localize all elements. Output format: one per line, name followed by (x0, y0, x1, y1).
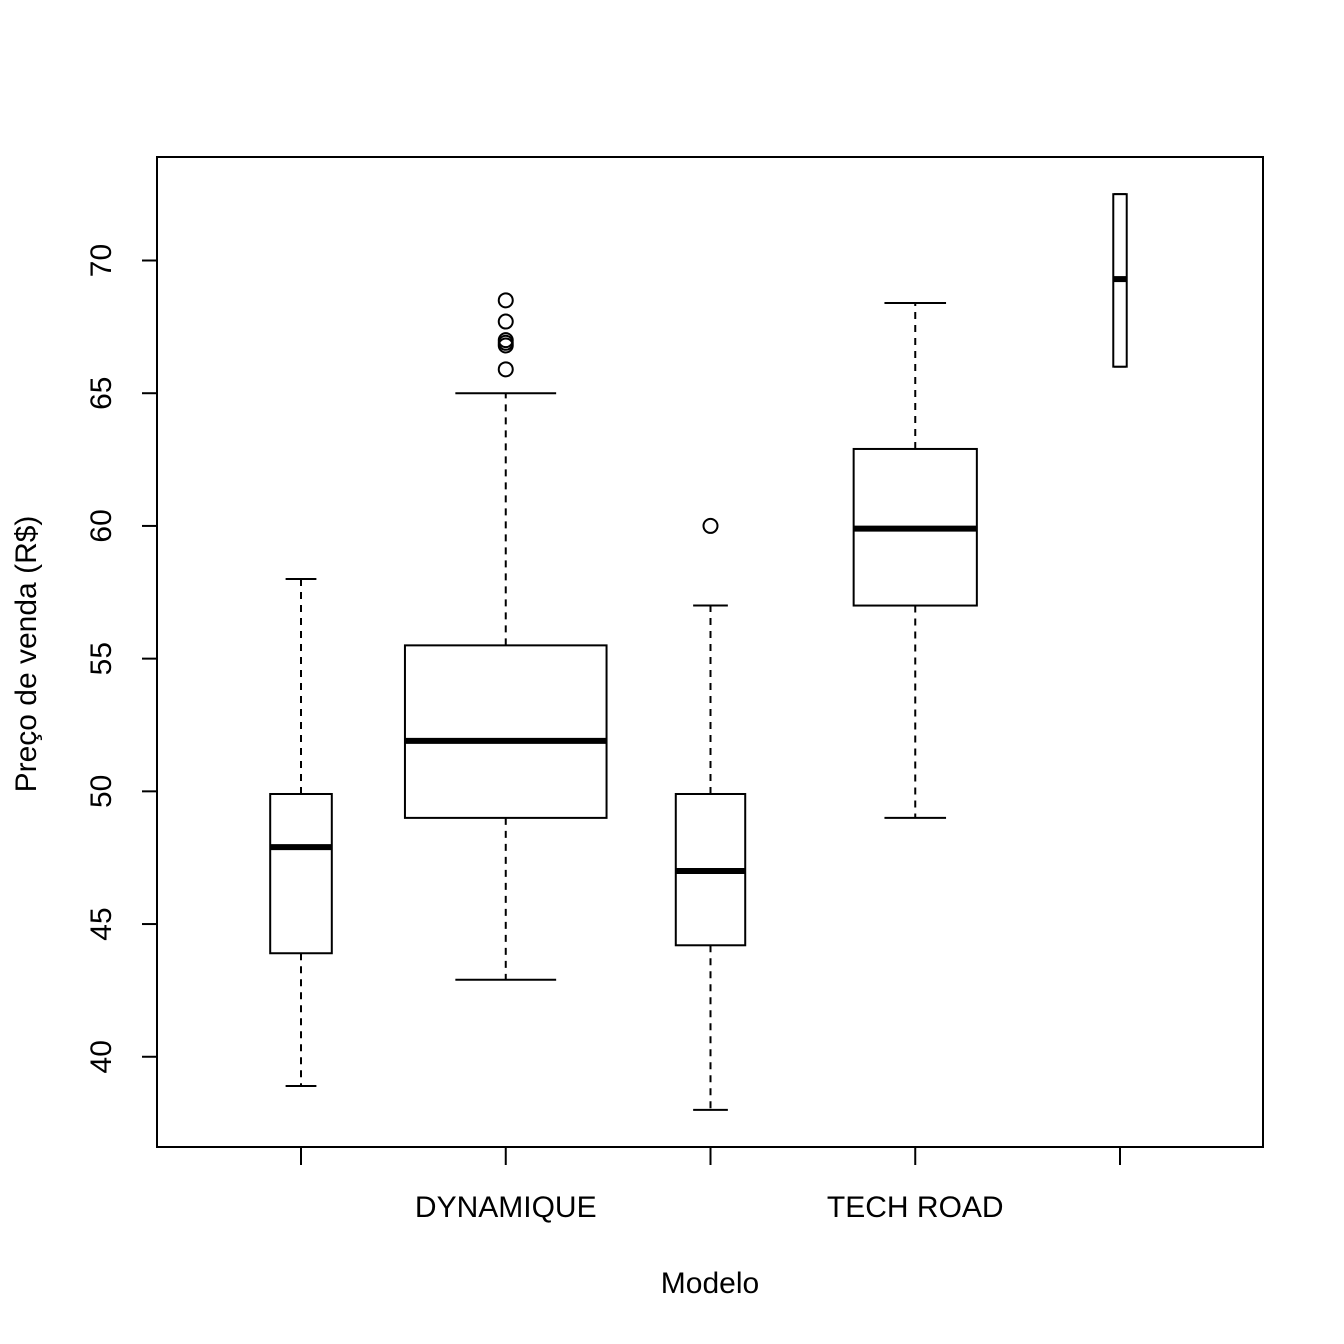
y-tick-label: 70 (85, 244, 118, 277)
y-tick-label: 45 (85, 907, 118, 940)
outlier-point (497, 292, 514, 309)
y-tick-label: 60 (85, 509, 118, 542)
outlier-point (497, 313, 514, 330)
boxes-group (269, 193, 1128, 1111)
x-tick-label: DYNAMIQUE (415, 1191, 597, 1224)
y-axis: 40 45 50 55 60 65 70 (85, 244, 158, 1073)
y-tick-label: 50 (85, 775, 118, 808)
y-tick-label: 55 (85, 642, 118, 675)
outlier-point (497, 361, 514, 378)
outlier-point (497, 332, 514, 349)
box-group (852, 301, 978, 819)
box-group (403, 292, 608, 981)
y-tick-label: 40 (85, 1040, 118, 1073)
x-tick-label: TECH ROAD (827, 1191, 1004, 1224)
x-axis: DYNAMIQUE TECH ROAD (300, 1146, 1121, 1224)
x-axis-label: Modelo (661, 1267, 759, 1300)
box-group (674, 517, 747, 1111)
y-axis-label: Preço de venda (R$) (10, 516, 43, 793)
box-group (269, 578, 333, 1087)
outlier-point (702, 517, 719, 534)
iqr-box (403, 644, 608, 819)
y-tick-label: 65 (85, 377, 118, 410)
box-group (1112, 193, 1128, 368)
iqr-box (269, 792, 333, 955)
